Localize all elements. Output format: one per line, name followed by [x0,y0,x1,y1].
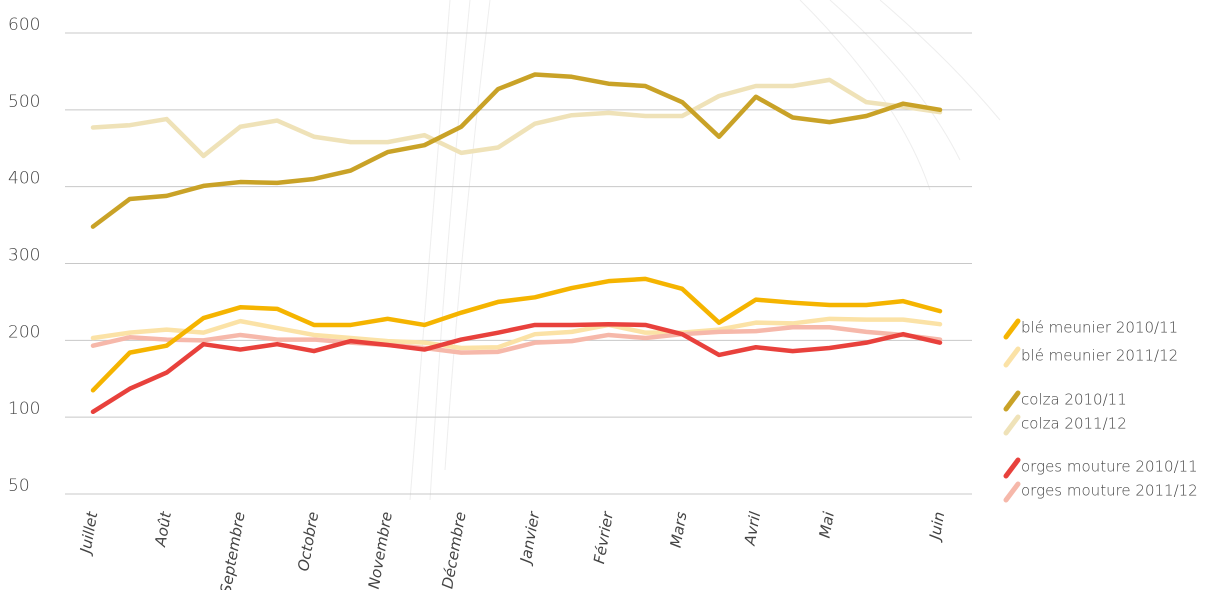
x-tick-label: Juillet [76,509,102,557]
y-tick-label: 400 [8,169,40,189]
y-tick-label: 600 [8,15,40,35]
legend-swatch [1006,321,1018,337]
legend-label: orges mouture 2011/12 [1021,482,1198,500]
legend-swatch [1006,484,1018,500]
series-line [93,279,940,390]
legend-label: colza 2010/11 [1021,391,1127,409]
y-tick-label: 100 [8,399,40,419]
legend-swatch [1006,417,1018,433]
background-decoration [410,0,1000,500]
x-tick-label: Octobre [294,510,322,572]
y-tick-label: 500 [8,92,40,112]
y-tick-label: 300 [8,246,40,266]
legend-swatch [1006,349,1018,365]
legend-label: blé meunier 2010/11 [1021,319,1178,337]
y-tick-label: 50 [8,476,30,496]
legend-label: colza 2011/12 [1021,415,1127,433]
legend-swatch [1006,460,1018,476]
legend-label: blé meunier 2011/12 [1021,347,1178,365]
x-tick-label: Avril [740,510,764,548]
series-line [93,319,940,348]
x-tick-label: Mai [816,510,838,540]
series-line [93,74,940,226]
legend-label: orges mouture 2010/11 [1021,458,1198,476]
x-tick-label: Juin [925,510,948,543]
x-tick-label: Janvier [516,510,543,568]
x-tick-label: Décembre [438,510,469,590]
x-tick-label: Novembre [365,510,396,590]
y-tick-label: 200 [8,322,40,342]
chart: 50 100 200 300 400 500 600 Juillet Août Septembre… [0,0,1210,590]
x-tick-label: Mars [667,510,691,549]
legend-swatch [1006,393,1018,409]
x-tick-label: Février [590,510,617,566]
x-tick-label: Août [151,509,175,549]
x-tick-label: Septembre [217,510,249,590]
